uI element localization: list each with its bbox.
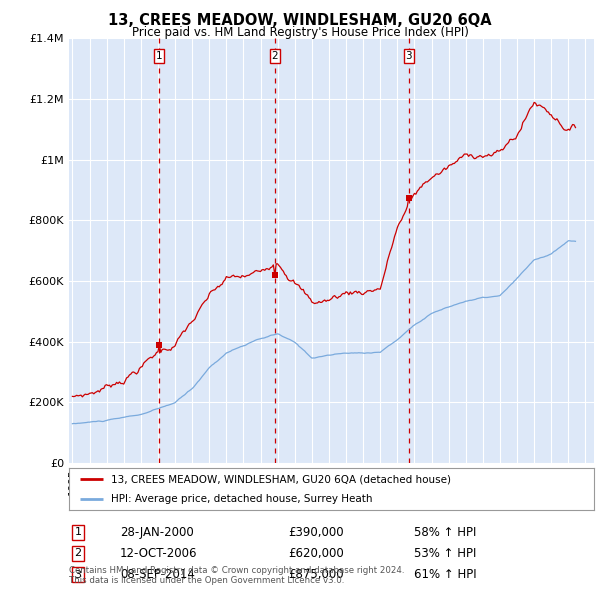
Text: 1: 1 (156, 51, 163, 61)
Text: 13, CREES MEADOW, WINDLESHAM, GU20 6QA (detached house): 13, CREES MEADOW, WINDLESHAM, GU20 6QA (… (111, 474, 451, 484)
Text: HPI: Average price, detached house, Surrey Heath: HPI: Average price, detached house, Surr… (111, 494, 373, 504)
Text: 08-SEP-2014: 08-SEP-2014 (120, 568, 195, 581)
Text: 3: 3 (406, 51, 412, 61)
Text: 3: 3 (74, 570, 82, 579)
Text: 13, CREES MEADOW, WINDLESHAM, GU20 6QA: 13, CREES MEADOW, WINDLESHAM, GU20 6QA (108, 13, 492, 28)
Text: 58% ↑ HPI: 58% ↑ HPI (414, 526, 476, 539)
Text: £620,000: £620,000 (288, 547, 344, 560)
Text: Contains HM Land Registry data © Crown copyright and database right 2024.
This d: Contains HM Land Registry data © Crown c… (69, 566, 404, 585)
Text: 53% ↑ HPI: 53% ↑ HPI (414, 547, 476, 560)
Text: 12-OCT-2006: 12-OCT-2006 (120, 547, 197, 560)
Text: 61% ↑ HPI: 61% ↑ HPI (414, 568, 476, 581)
Text: 2: 2 (74, 549, 82, 558)
Text: 1: 1 (74, 527, 82, 537)
Text: 28-JAN-2000: 28-JAN-2000 (120, 526, 194, 539)
Text: £875,000: £875,000 (288, 568, 344, 581)
Text: £390,000: £390,000 (288, 526, 344, 539)
Text: Price paid vs. HM Land Registry's House Price Index (HPI): Price paid vs. HM Land Registry's House … (131, 26, 469, 39)
Text: 2: 2 (271, 51, 278, 61)
